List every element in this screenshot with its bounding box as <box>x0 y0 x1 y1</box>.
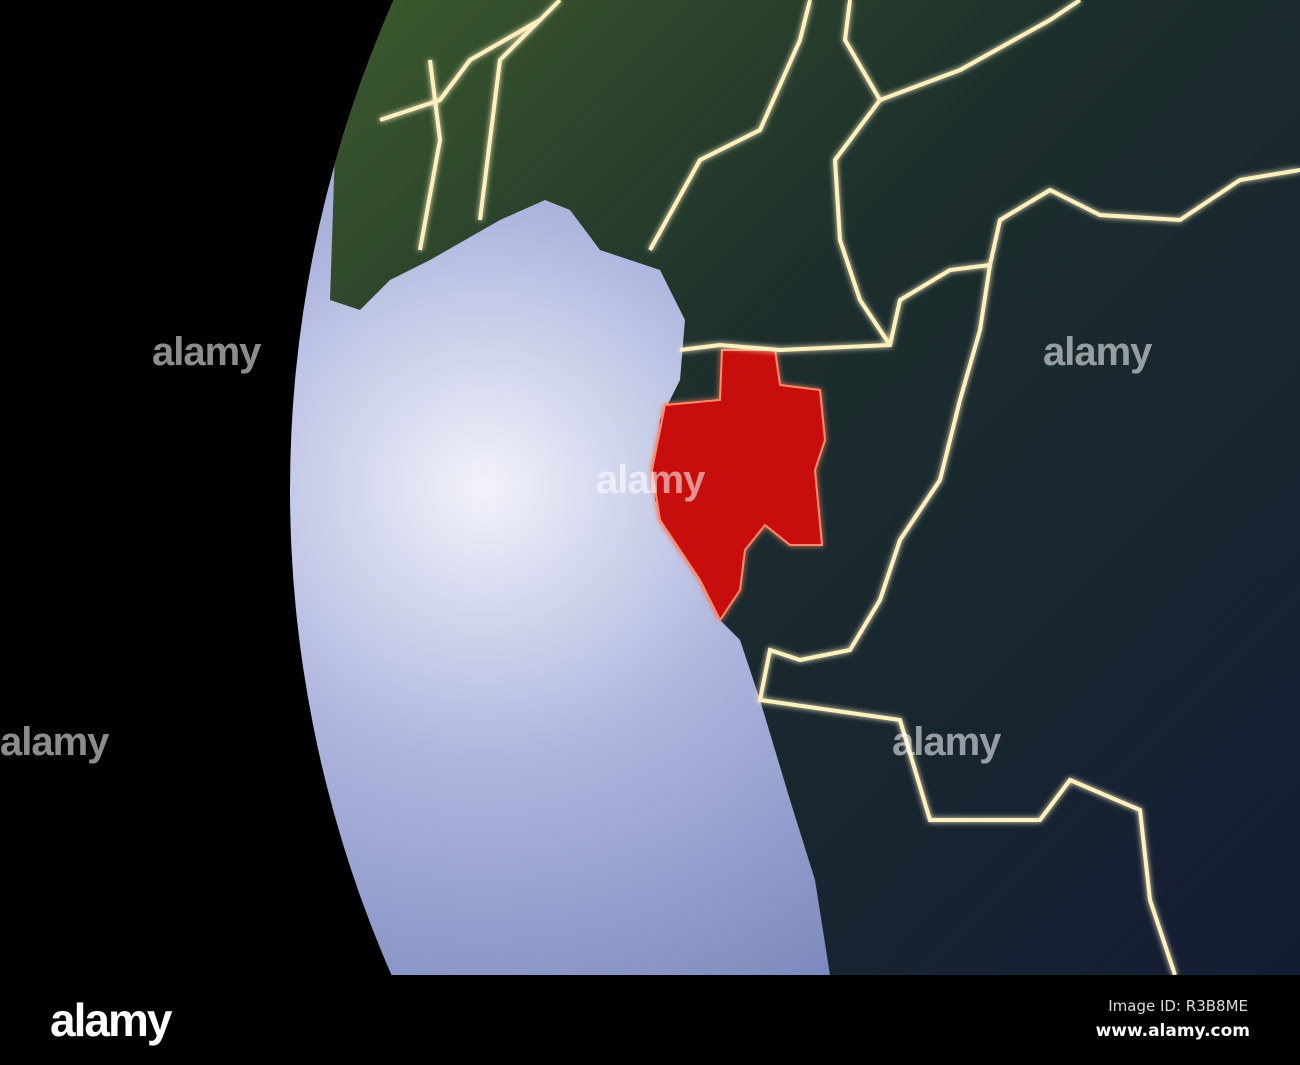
country-borders <box>379 0 1300 975</box>
watermark: alamy <box>596 458 705 502</box>
globe-night-view <box>290 0 1300 975</box>
site-link[interactable]: www.alamy.com <box>1095 1021 1250 1041</box>
image-id: Image ID: R3B8ME <box>1108 997 1248 1015</box>
alamy-logo[interactable]: alamy <box>50 994 172 1046</box>
footer-bar: alamy Image ID: R3B8ME www.alamy.com <box>0 975 1300 1065</box>
watermark: alamy <box>152 330 261 374</box>
watermark: alamy <box>892 720 1001 764</box>
watermark: alamy <box>0 720 109 764</box>
watermark: alamy <box>1043 330 1152 374</box>
